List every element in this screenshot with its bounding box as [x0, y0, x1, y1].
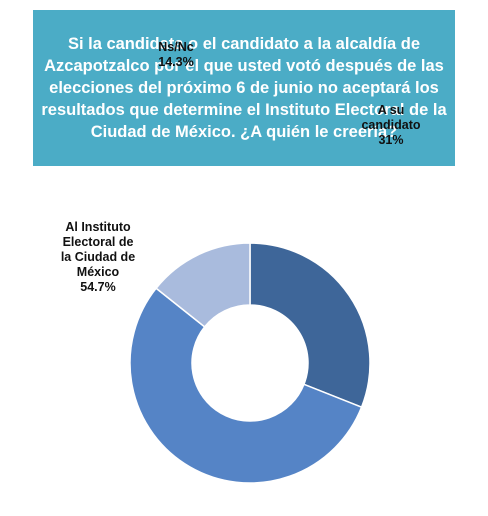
label-instituto-line-4: México [76, 265, 120, 279]
label-a-su-candidato-line-2: candidato [361, 118, 421, 132]
donut-slice-1 [129, 287, 363, 484]
donut-chart [129, 242, 371, 484]
label-instituto-value: 54.7% [80, 280, 116, 294]
label-ns-nc-value: 14.3% [158, 55, 194, 69]
label-instituto-line-3: la Ciudad de [60, 250, 136, 264]
label-instituto-line-2: Electoral de [62, 235, 134, 249]
label-a-su-candidato-line-1: A su [377, 103, 405, 117]
label-ns-nc-line-1: Ns/Nc [158, 40, 194, 54]
label-a-su-candidato: A su candidato 31% [348, 103, 434, 148]
label-a-su-candidato-value: 31% [378, 133, 404, 147]
question-title: Si la candidata o el candidato a la alca… [33, 10, 455, 166]
donut-slice-2 [155, 242, 251, 328]
label-instituto-line-1: Al Instituto [65, 220, 131, 234]
label-ns-nc: Ns/Nc 14.3% [144, 40, 208, 70]
label-instituto-electoral: Al Instituto Electoral de la Ciudad de M… [48, 220, 148, 295]
donut-slice-0 [249, 242, 371, 409]
question-text: Si la candidata o el candidato a la alca… [41, 35, 447, 141]
